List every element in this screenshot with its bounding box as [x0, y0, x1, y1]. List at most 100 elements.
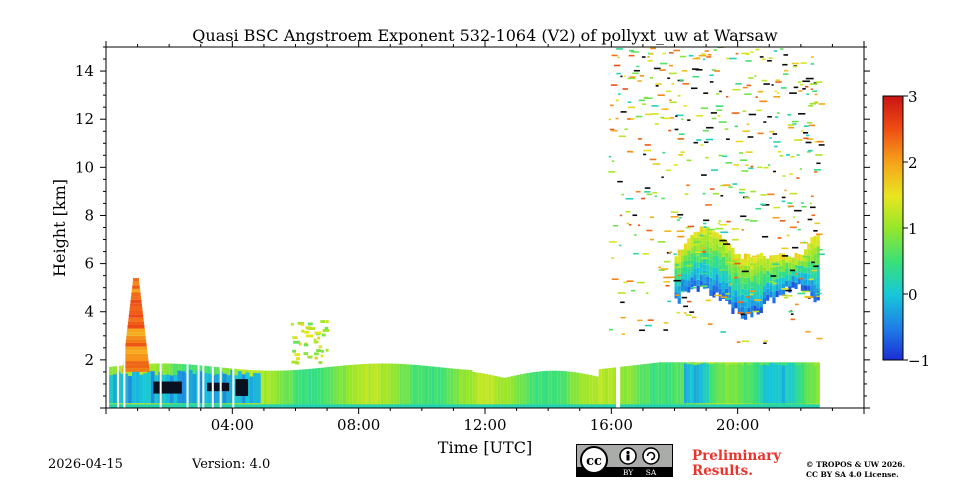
cirrus-speck: [620, 301, 625, 304]
cloud-cell: [778, 271, 782, 278]
cirrus-speck: [685, 226, 691, 229]
cloud-cell: [702, 258, 707, 265]
night-layer-cell: [253, 372, 257, 404]
cloud-cell: [737, 253, 741, 260]
cloud-cell: [693, 238, 697, 245]
evening-layer-cell: [693, 365, 697, 404]
plume-cell: [123, 357, 149, 362]
cloud-cell: [728, 262, 732, 269]
cirrus-speck: [666, 276, 675, 279]
cloud-cell: [803, 279, 808, 286]
cloud-cell: [756, 278, 760, 285]
boundary-layer-cell: [623, 366, 628, 406]
x-tick-label: 12:00: [463, 416, 506, 434]
cirrus-speck: [720, 231, 729, 234]
cirrus-speck: [731, 228, 739, 230]
boundary-layer-cell: [605, 368, 609, 406]
cirrus-speck: [784, 189, 787, 192]
night-layer-cell: [200, 371, 204, 404]
boundary-layer-cell: [665, 362, 669, 406]
plume-cell: [132, 285, 140, 289]
cirrus-speck: [627, 77, 636, 80]
cirrus-speck: [802, 88, 806, 90]
cloud-cell: [728, 256, 732, 263]
cirrus-speck: [811, 214, 816, 217]
cirrus-speck: [678, 154, 684, 156]
cirrus-speck: [785, 294, 793, 297]
cirrus-speck: [750, 190, 757, 193]
cirrus-speck: [704, 50, 709, 52]
cloud-cell: [725, 276, 729, 283]
cloud-cell: [677, 273, 681, 280]
cirrus-speck: [608, 118, 612, 121]
boundary-layer-cell: [333, 366, 337, 406]
cloud-cell: [715, 244, 719, 251]
cirrus-speck: [652, 163, 661, 165]
cirrus-speck: [619, 244, 622, 247]
cloud-cell: [709, 247, 713, 254]
cirrus-speck: [763, 340, 768, 342]
cloud-cell: [747, 302, 751, 309]
cirrus-speck: [814, 141, 817, 143]
cirrus-speck: [783, 69, 789, 72]
cirrus-speck: [760, 203, 766, 206]
data-gap: [202, 335, 205, 408]
cloud-cell: [759, 295, 763, 302]
cirrus-speck: [629, 76, 636, 78]
cloud-cell: [728, 250, 732, 257]
cloud-cell: [785, 256, 789, 263]
evening-layer-cell: [737, 363, 741, 404]
cloud-cell: [797, 266, 801, 273]
cirrus-speck: [660, 268, 669, 270]
cloud-cell: [810, 291, 814, 298]
cloud-cell: [781, 259, 786, 266]
boundary-layer-cell: [677, 362, 681, 406]
cloud-cell: [725, 246, 729, 253]
cloud-cell: [778, 283, 782, 290]
boundary-layer-cell: [485, 374, 489, 406]
cloud-cell: [816, 294, 820, 301]
boundary-layer-cell: [608, 368, 612, 406]
cirrus-speck: [810, 88, 813, 90]
cirrus-speck: [663, 329, 669, 331]
cirrus-speck: [814, 171, 818, 173]
cirrus-speck: [684, 312, 687, 314]
cirrus-speck: [685, 314, 692, 316]
cirrus-speck: [611, 257, 614, 259]
boundary-layer-cell: [377, 363, 381, 406]
cloud-cell: [674, 286, 678, 293]
cirrus-speck: [710, 112, 717, 114]
boundary-layer-cell: [346, 365, 350, 406]
lofted-speck: [321, 349, 324, 353]
boundary-layer-cell: [301, 369, 305, 406]
x-tick-label: 08:00: [337, 416, 380, 434]
cirrus-speck: [670, 211, 679, 213]
evening-layer-cell: [690, 364, 694, 404]
lofted-speck: [294, 353, 301, 357]
cloud-cell: [794, 252, 798, 259]
cirrus-speck: [618, 135, 626, 138]
cloud-cell: [750, 305, 754, 312]
cloud-cell: [715, 232, 719, 239]
cloud-cell: [740, 312, 744, 319]
evening-layer-cell: [706, 363, 710, 404]
boundary-layer-cell: [592, 375, 596, 406]
cloud-cell: [747, 265, 751, 272]
cirrus-speck: [736, 301, 744, 303]
cloud-cell: [712, 243, 716, 250]
cloud-cell: [781, 289, 786, 296]
cirrus-speck: [703, 92, 709, 94]
cirrus-speck: [754, 299, 762, 301]
cirrus-speck: [741, 340, 749, 343]
boundary-layer-cell: [295, 369, 299, 406]
cirrus-speck: [655, 85, 659, 87]
cirrus-speck: [741, 170, 749, 172]
data-gap: [123, 335, 126, 408]
cloud-cell: [813, 242, 817, 249]
cirrus-speck: [617, 56, 620, 59]
cloud-cell: [728, 298, 732, 305]
cirrus-speck: [726, 261, 730, 263]
cirrus-speck: [643, 153, 647, 156]
cloud-cell: [788, 268, 792, 275]
